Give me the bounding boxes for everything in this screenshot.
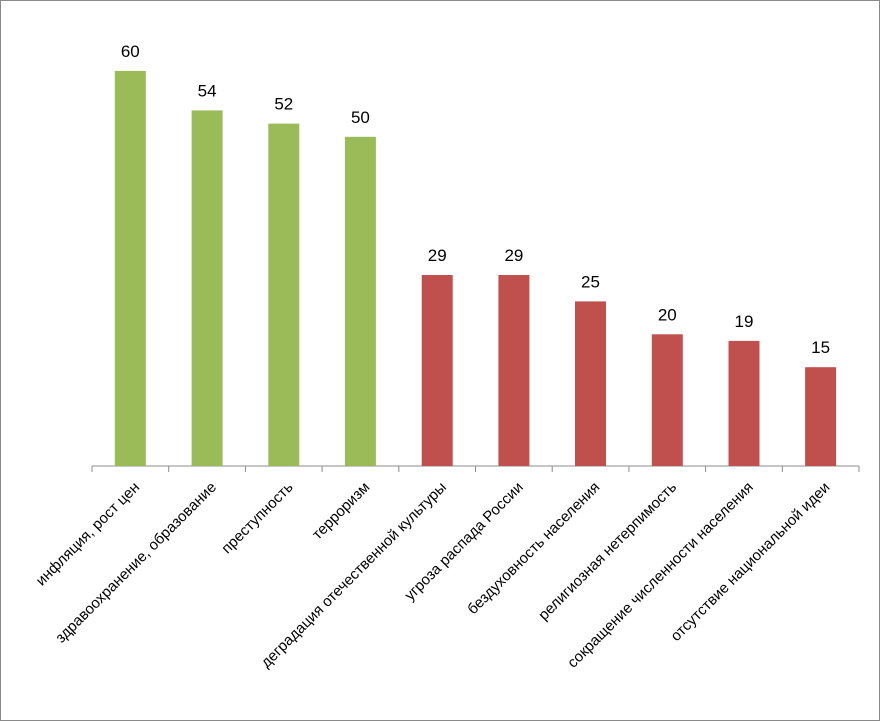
bar bbox=[421, 275, 453, 466]
bar bbox=[191, 110, 223, 467]
bar bbox=[651, 334, 683, 466]
data-label: 20 bbox=[658, 305, 677, 324]
data-label: 19 bbox=[735, 312, 754, 331]
category-label: преступность bbox=[218, 479, 296, 557]
data-label: 29 bbox=[428, 246, 447, 265]
bar bbox=[344, 136, 376, 467]
category-label: здравоохранение, образование bbox=[52, 479, 220, 647]
data-label: 50 bbox=[351, 108, 370, 127]
bar bbox=[498, 275, 530, 466]
bar bbox=[728, 340, 760, 466]
data-label: 25 bbox=[581, 272, 600, 291]
data-label: 29 bbox=[504, 246, 523, 265]
category-label: бездуховность населения bbox=[464, 479, 603, 618]
bar bbox=[805, 367, 837, 466]
bar bbox=[114, 70, 146, 467]
data-label: 54 bbox=[198, 81, 217, 100]
data-label: 52 bbox=[274, 95, 293, 114]
category-label: отсутствие национальной идеи bbox=[667, 479, 833, 645]
category-label: терроризм bbox=[309, 479, 373, 543]
data-label: 60 bbox=[121, 42, 140, 61]
data-label: 15 bbox=[811, 338, 830, 357]
bar bbox=[268, 123, 300, 466]
category-label: религиозная нетерпимость bbox=[535, 479, 680, 624]
bar bbox=[575, 301, 606, 466]
